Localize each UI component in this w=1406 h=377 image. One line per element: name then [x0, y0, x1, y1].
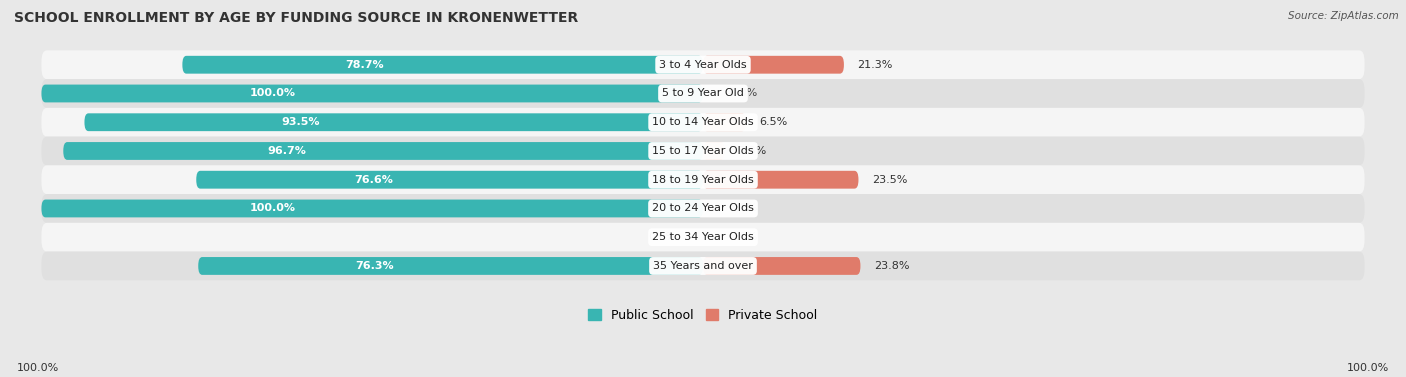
FancyBboxPatch shape — [703, 171, 859, 188]
Text: 76.6%: 76.6% — [354, 175, 394, 185]
Text: 23.5%: 23.5% — [872, 175, 907, 185]
Text: 5 to 9 Year Old: 5 to 9 Year Old — [662, 89, 744, 98]
Text: 3 to 4 Year Olds: 3 to 4 Year Olds — [659, 60, 747, 70]
FancyBboxPatch shape — [198, 257, 703, 275]
FancyBboxPatch shape — [183, 56, 703, 74]
Text: 25 to 34 Year Olds: 25 to 34 Year Olds — [652, 232, 754, 242]
Text: 6.5%: 6.5% — [759, 117, 787, 127]
FancyBboxPatch shape — [703, 56, 844, 74]
Text: 18 to 19 Year Olds: 18 to 19 Year Olds — [652, 175, 754, 185]
FancyBboxPatch shape — [63, 142, 703, 160]
Text: 3.3%: 3.3% — [738, 146, 766, 156]
FancyBboxPatch shape — [41, 84, 703, 103]
FancyBboxPatch shape — [41, 136, 1365, 166]
Text: 35 Years and over: 35 Years and over — [652, 261, 754, 271]
FancyBboxPatch shape — [41, 223, 1365, 251]
FancyBboxPatch shape — [41, 166, 1365, 194]
Text: 23.8%: 23.8% — [873, 261, 910, 271]
FancyBboxPatch shape — [197, 171, 703, 188]
Text: 100.0%: 100.0% — [17, 363, 59, 373]
Text: 10 to 14 Year Olds: 10 to 14 Year Olds — [652, 117, 754, 127]
Text: 96.7%: 96.7% — [267, 146, 307, 156]
FancyBboxPatch shape — [84, 113, 703, 131]
FancyBboxPatch shape — [703, 257, 860, 275]
Text: 100.0%: 100.0% — [250, 89, 297, 98]
Text: Source: ZipAtlas.com: Source: ZipAtlas.com — [1288, 11, 1399, 21]
Text: 0.0%: 0.0% — [730, 89, 758, 98]
Text: 20 to 24 Year Olds: 20 to 24 Year Olds — [652, 204, 754, 213]
FancyBboxPatch shape — [41, 199, 703, 218]
Text: SCHOOL ENROLLMENT BY AGE BY FUNDING SOURCE IN KRONENWETTER: SCHOOL ENROLLMENT BY AGE BY FUNDING SOUR… — [14, 11, 578, 25]
Text: 21.3%: 21.3% — [858, 60, 893, 70]
Text: 0.0%: 0.0% — [730, 232, 758, 242]
FancyBboxPatch shape — [41, 79, 1365, 108]
Text: 78.7%: 78.7% — [346, 60, 384, 70]
FancyBboxPatch shape — [703, 113, 747, 131]
Text: 100.0%: 100.0% — [1347, 363, 1389, 373]
FancyBboxPatch shape — [41, 108, 1365, 136]
Text: 0.0%: 0.0% — [648, 232, 676, 242]
Text: 100.0%: 100.0% — [250, 204, 297, 213]
FancyBboxPatch shape — [41, 51, 1365, 79]
FancyBboxPatch shape — [41, 194, 1365, 223]
FancyBboxPatch shape — [41, 251, 1365, 280]
Text: 0.0%: 0.0% — [730, 204, 758, 213]
Text: 93.5%: 93.5% — [281, 117, 321, 127]
FancyBboxPatch shape — [703, 142, 725, 160]
Text: 15 to 17 Year Olds: 15 to 17 Year Olds — [652, 146, 754, 156]
Legend: Public School, Private School: Public School, Private School — [583, 304, 823, 327]
Text: 76.3%: 76.3% — [356, 261, 394, 271]
